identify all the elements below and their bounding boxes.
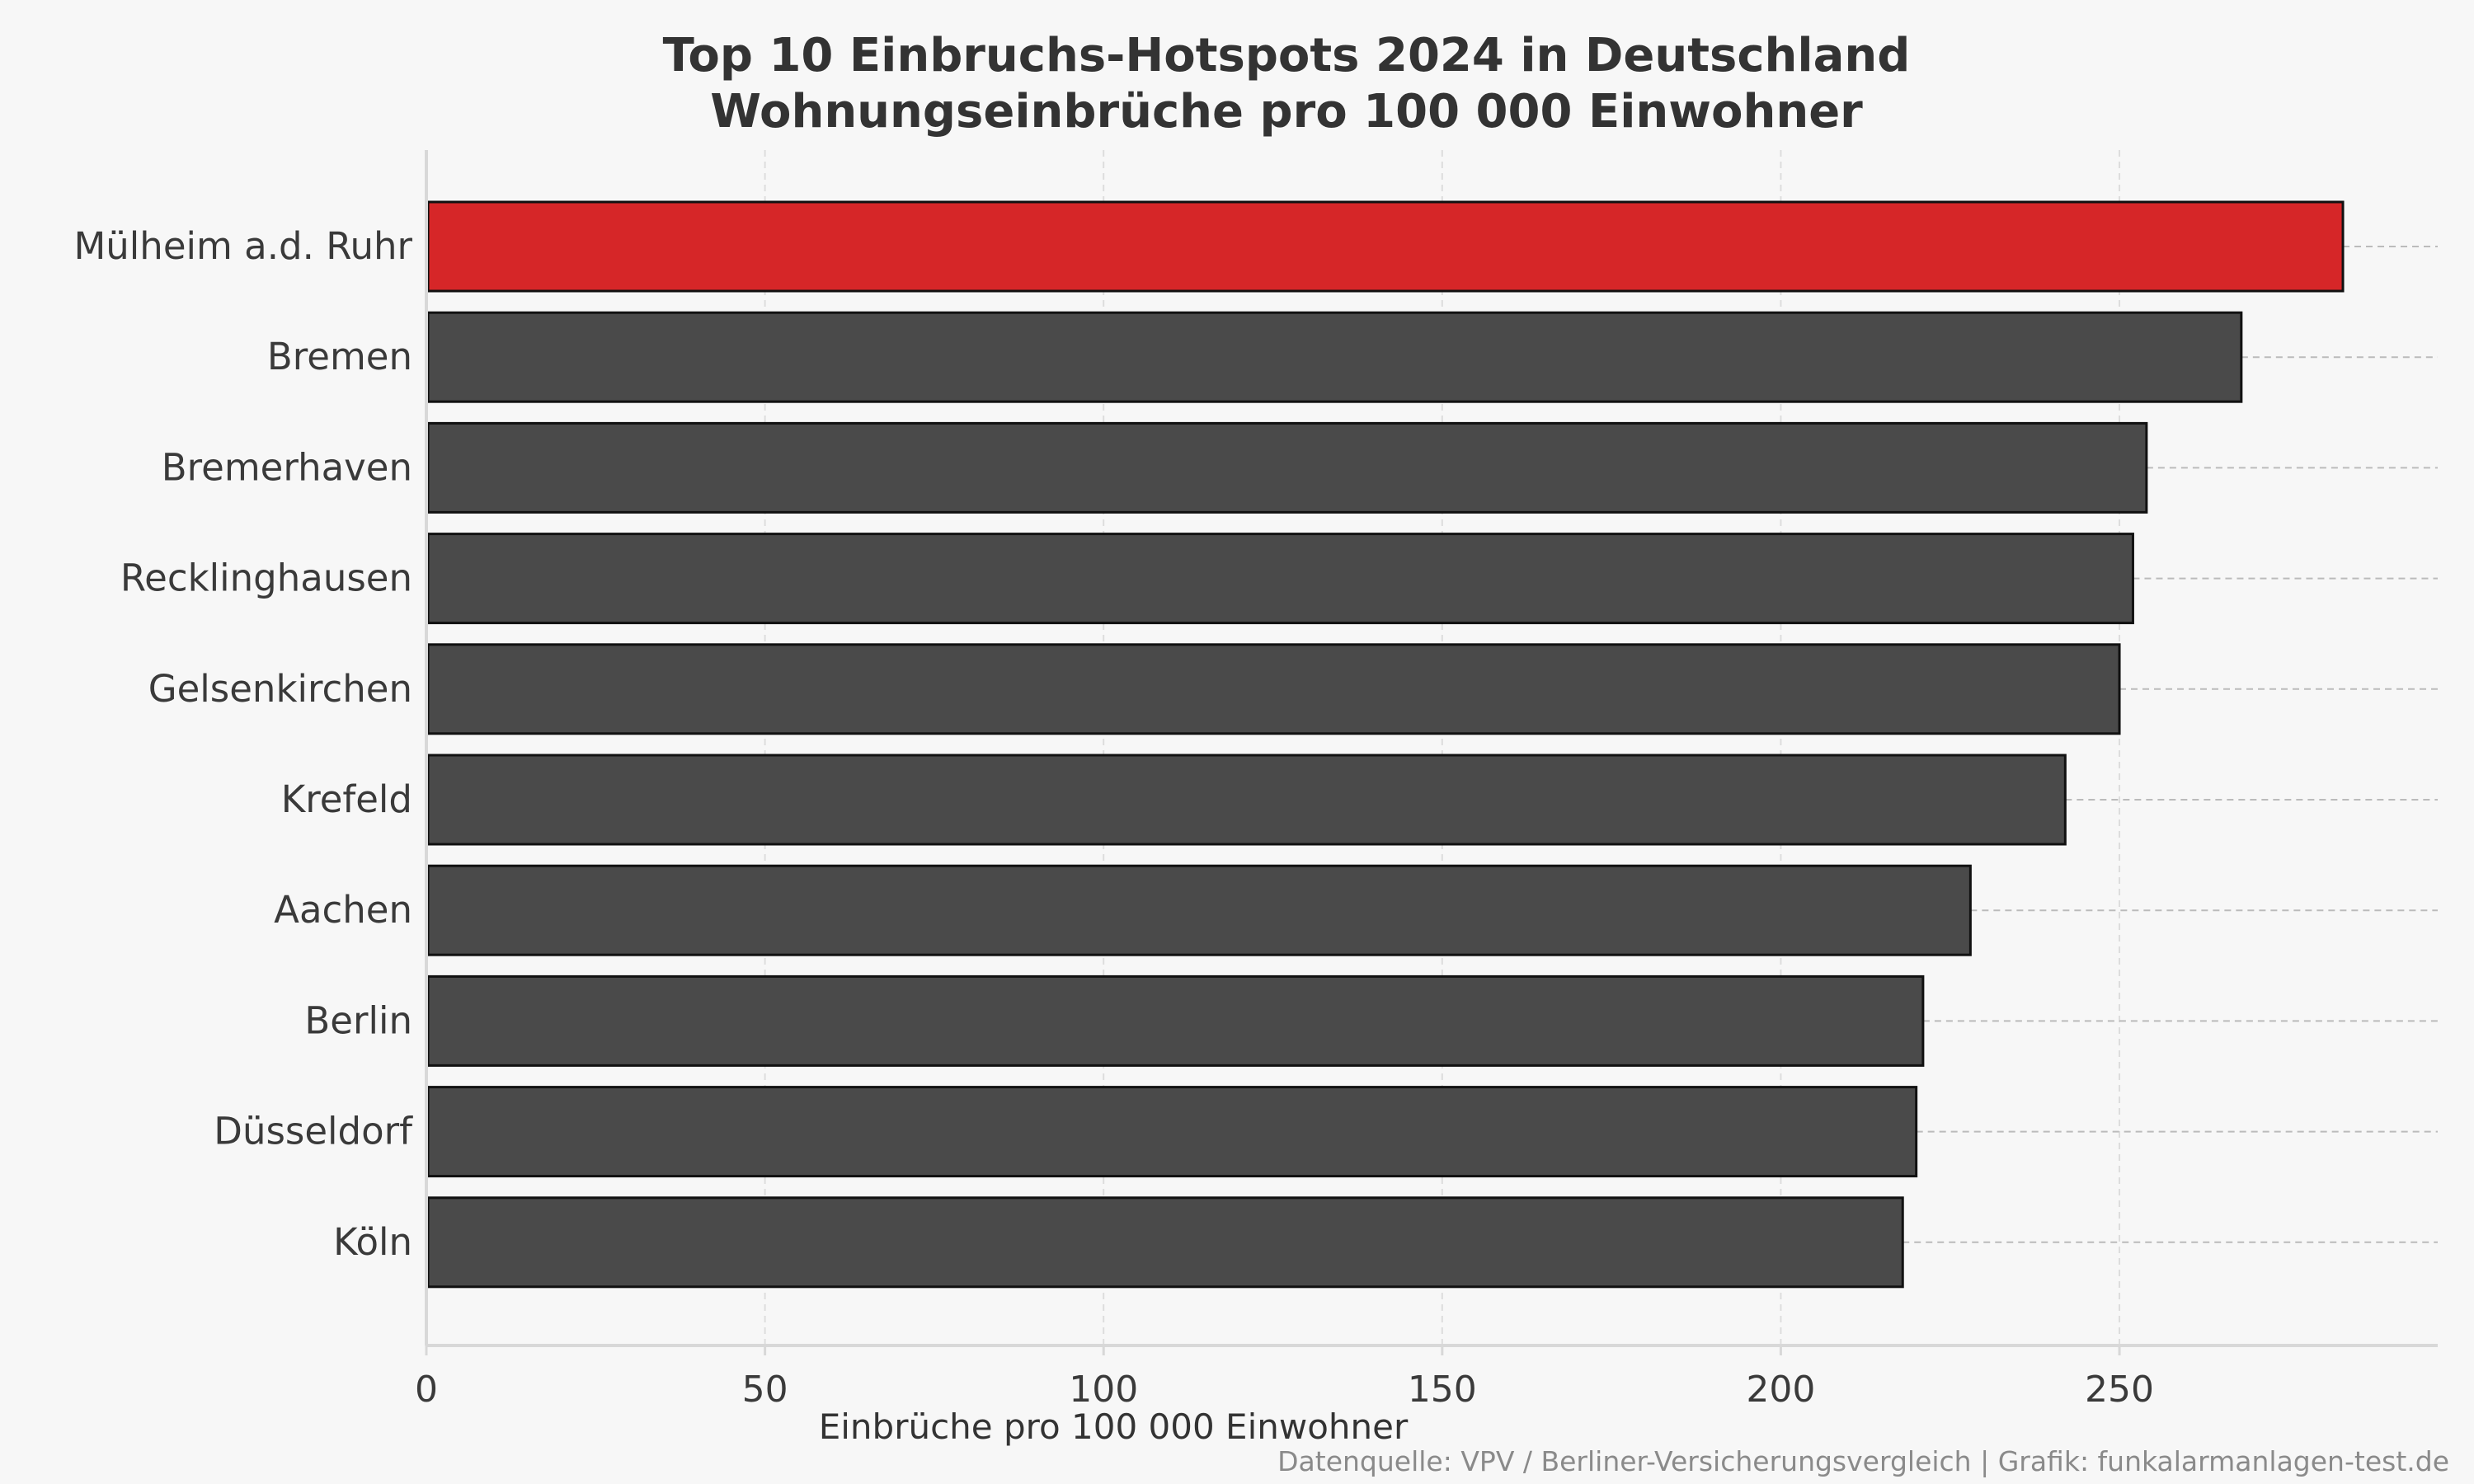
source-note: Datenquelle: VPV / Berliner-Versicherung…	[1277, 1445, 2449, 1477]
bar-berlin	[426, 974, 1925, 1067]
bar-aachen	[426, 864, 1972, 956]
x-tick-layer: 0 50 100 150 200 250	[415, 1345, 2154, 1411]
category-label: Bremen	[267, 335, 412, 378]
bar-bremen	[426, 311, 2243, 403]
category-label: Köln	[333, 1220, 412, 1264]
chart-subtitle: Wohnungseinbrüche pro 100 000 Einwohner	[710, 85, 1863, 139]
bar-recklinghausen	[426, 533, 2134, 625]
bar-köln	[426, 1196, 1904, 1289]
category-label: Recklinghausen	[120, 556, 412, 600]
category-label-layer: Mülheim a.d. Ruhr Bremen Bremerhaven Reckli…	[73, 224, 413, 1264]
bar-mülheim-a-d-ruhr	[426, 200, 2345, 293]
category-label: Gelsenkirchen	[148, 667, 412, 711]
category-label: Krefeld	[281, 777, 412, 821]
x-tick-label: 200	[1746, 1369, 1815, 1411]
category-label: Bremerhaven	[162, 445, 412, 489]
bar-bremerhaven	[426, 421, 2148, 514]
x-tick-label: 150	[1408, 1369, 1477, 1411]
chart-title: Top 10 Einbruchs-Hotspots 2024 in Deutsc…	[663, 29, 1911, 82]
row-guide-layer	[1903, 246, 2438, 1243]
x-tick-label: 0	[415, 1369, 438, 1411]
category-label: Berlin	[304, 998, 412, 1042]
category-label: Mülheim a.d. Ruhr	[73, 224, 412, 268]
x-tick-label: 250	[2085, 1369, 2154, 1411]
x-axis-title: Einbrüche pro 100 000 Einwohner	[819, 1407, 1409, 1447]
x-tick-label: 100	[1069, 1369, 1138, 1411]
bar-düsseldorf	[426, 1086, 1918, 1178]
x-tick-label: 50	[742, 1369, 788, 1411]
bar-gelsenkirchen	[426, 643, 2121, 735]
bar-krefeld	[426, 754, 2067, 846]
category-label: Aachen	[274, 888, 412, 932]
category-label: Düsseldorf	[214, 1110, 413, 1153]
bar-layer	[426, 200, 2345, 1289]
